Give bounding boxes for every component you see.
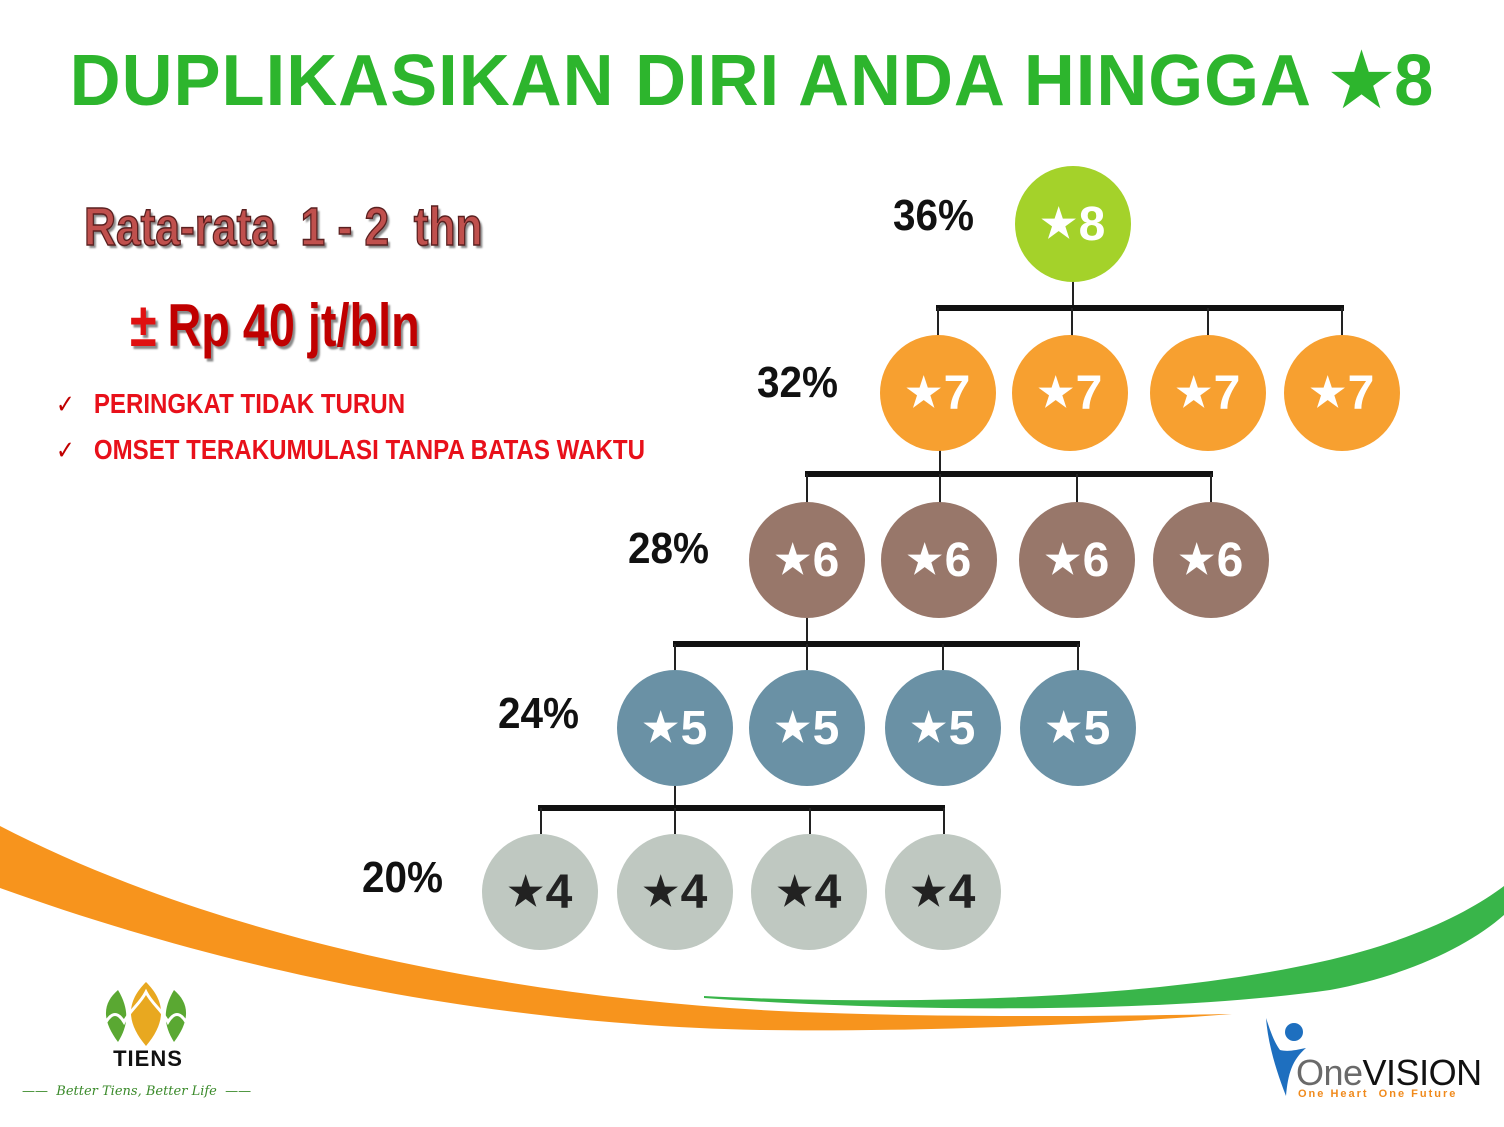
rank-number: 4 [680,865,708,919]
rank-number: 4 [814,865,842,919]
income-heading: ± Rp 40 jt/bln [130,290,420,361]
rank-number: 5 [948,701,976,755]
rank-node-7: ★ 7 [1012,335,1128,451]
rank-node-7: ★ 7 [1284,335,1400,451]
rank-node-5: ★ 5 [617,670,733,786]
rank-number: 4 [948,865,976,919]
star-icon: ★ [507,870,544,914]
tiens-brand-name: TIENS [113,1046,183,1071]
plus-minus-icon: ± [130,291,157,360]
checkmark-icon: ✓ [56,388,75,419]
rank-node-7: ★ 7 [1150,335,1266,451]
star-icon: ★ [1045,706,1082,750]
percent-label-rank-5: 24% [498,689,580,738]
star-icon: ★ [910,870,947,914]
rank-node-6: ★ 6 [1019,502,1135,618]
brand-part-vision: VISION [1362,1052,1483,1093]
bullet-text: OMSET TERAKUMULASI TANPA BATAS WAKTU [93,434,645,465]
rank-number: 4 [545,865,573,919]
slide-title: DUPLIKASIKAN DIRI ANDA HINGGA ★8 [69,41,1435,121]
rank-node-6: ★ 6 [881,502,997,618]
rank-node-6: ★ 6 [749,502,865,618]
rank-node-4: ★ 4 [617,834,733,950]
rank-node-4: ★ 4 [885,834,1001,950]
star-icon: ★ [1040,202,1077,246]
rank-number: 7 [943,366,971,420]
bullet-item: ✓ PERINGKAT TIDAK TURUN [56,388,405,420]
rank-node-8: ★ 8 [1015,166,1131,282]
onevision-brand-name: OneVISION [1296,1052,1482,1094]
bullet-text: PERINGKAT TIDAK TURUN [93,388,406,419]
rank-number: 6 [944,533,972,587]
income-label: Rp 40 jt/bln [167,292,420,359]
star-icon: ★ [905,371,942,415]
rank-number: 5 [680,701,708,755]
onevision-person-icon [1266,1018,1306,1096]
rank-number: 5 [812,701,840,755]
rank-number: 8 [1078,197,1106,251]
rank-node-6: ★ 6 [1153,502,1269,618]
percent-label-rank-4: 20% [362,853,444,902]
duration-heading: Rata-rata 1 - 2 thn [83,196,483,258]
percent-label-rank-8: 36% [893,191,975,240]
checkmark-icon: ✓ [56,434,75,465]
star-icon: ★ [1175,371,1212,415]
rank-node-5: ★ 5 [749,670,865,786]
rank-number: 7 [1213,366,1241,420]
rank-node-5: ★ 5 [1020,670,1136,786]
star-icon: ★ [910,706,947,750]
rank-node-5: ★ 5 [885,670,1001,786]
rank-number: 7 [1347,366,1375,420]
star-icon: ★ [642,870,679,914]
tiens-logo-icon [104,982,188,1046]
star-icon: ★ [1309,371,1346,415]
rank-number: 6 [1082,533,1110,587]
onevision-tagline: One Heart One Future [1298,1088,1458,1100]
rank-node-4: ★ 4 [482,834,598,950]
rank-node-4: ★ 4 [751,834,867,950]
rank-number: 6 [812,533,840,587]
star-icon: ★ [1178,538,1215,582]
rank-node-7: ★ 7 [880,335,996,451]
rank-number: 5 [1083,701,1111,755]
star-icon: ★ [1044,538,1081,582]
tiens-tagline: —— Better Tiens, Better Life —— [22,1084,252,1099]
percent-label-rank-6: 28% [628,524,710,573]
brand-part-one: One [1296,1052,1363,1093]
rank-number: 6 [1216,533,1244,587]
star-icon: ★ [1037,371,1074,415]
star-icon: ★ [774,706,811,750]
star-icon: ★ [642,706,679,750]
star-icon: ★ [776,870,813,914]
percent-label-rank-7: 32% [757,358,839,407]
star-icon: ★ [906,538,943,582]
bullet-item: ✓ OMSET TERAKUMULASI TANPA BATAS WAKTU [56,434,645,466]
rank-number: 7 [1075,366,1103,420]
star-icon: ★ [774,538,811,582]
decorative-swoosh [0,826,1504,1031]
